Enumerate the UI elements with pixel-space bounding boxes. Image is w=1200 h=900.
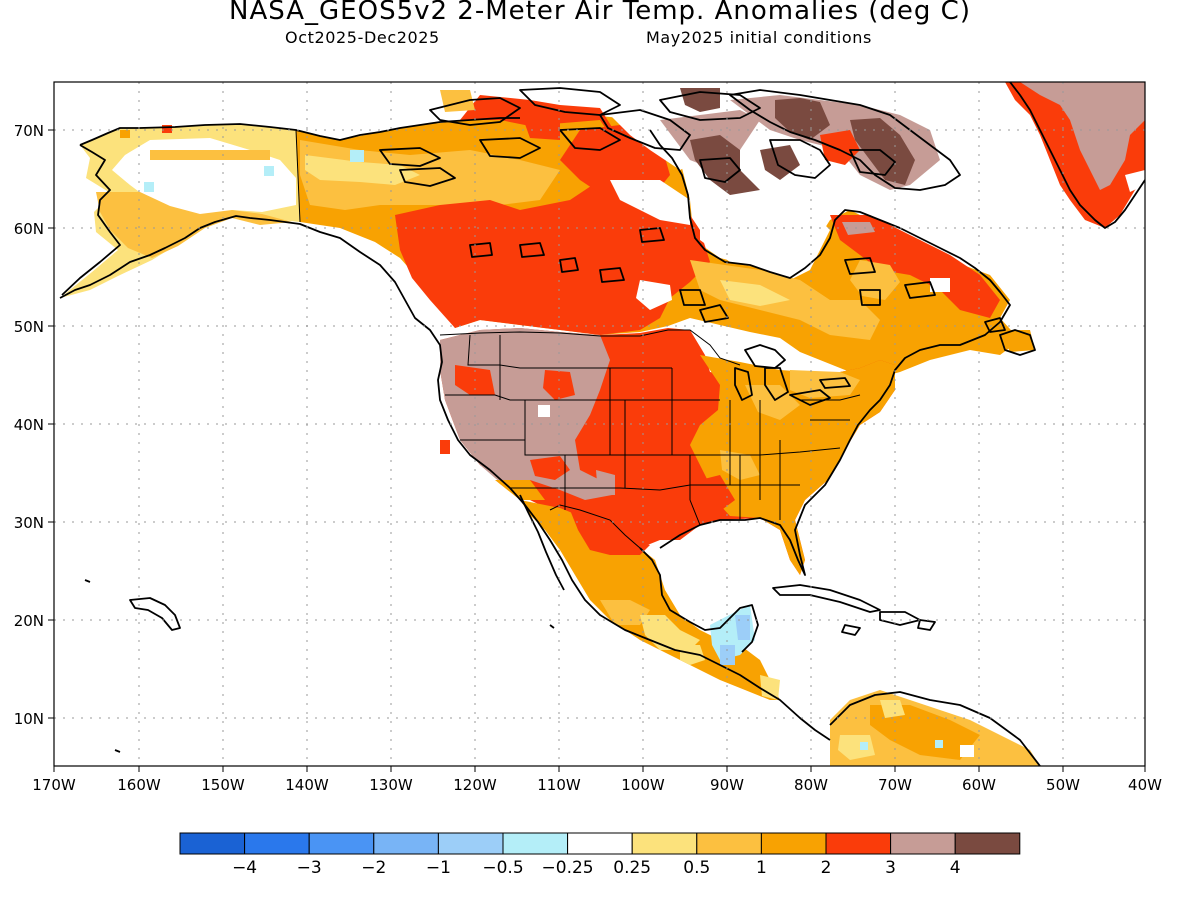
lon-label: 70W [878, 776, 912, 794]
colorbar-label: 1 [756, 858, 767, 878]
colorbar-label: −4 [232, 858, 257, 878]
coastlines [59, 82, 1145, 766]
lon-label: 60W [962, 776, 996, 794]
lon-label: 110W [537, 776, 581, 794]
map-area [54, 82, 1145, 766]
initial-conditions: May2025 initial conditions [646, 28, 872, 47]
colorbar-label: 2 [821, 858, 832, 878]
lat-label: 30N [14, 514, 44, 532]
lat-label: 50N [14, 318, 44, 336]
forecast-period: Oct2025-Dec2025 [285, 28, 440, 47]
ticks [48, 129, 1146, 772]
lon-label: 160W [117, 776, 161, 794]
lon-label: 50W [1046, 776, 1080, 794]
lon-label: 80W [794, 776, 828, 794]
colorbar-swatch [890, 832, 956, 855]
colorbar-swatch [179, 832, 246, 855]
political-borders [295, 129, 861, 549]
colorbar-label: −1 [426, 858, 451, 878]
colorbar-swatch [244, 832, 310, 855]
lon-label: 40W [1128, 776, 1162, 794]
colorbar-swatch [567, 832, 633, 855]
map-title: NASA_GEOS5v2 2-Meter Air Temp. Anomalies… [229, 0, 971, 26]
colorbar-label: 0.5 [683, 858, 710, 878]
colorbar-label: 0.25 [613, 858, 651, 878]
colorbar-swatch [437, 832, 504, 855]
colorbar: −4 −3 −2 −1 −0.5 −0.25 0.25 0.5 1 2 3 4 [179, 832, 1021, 878]
colorbar-swatch [760, 832, 827, 855]
colorbar-swatch [502, 832, 569, 855]
colorbar-swatch [696, 832, 762, 855]
lat-label: 40N [14, 416, 44, 434]
lat-label: 60N [14, 220, 44, 238]
alaska-anomalies [60, 124, 300, 298]
colorbar-swatch [308, 832, 375, 855]
longitude-labels: 170W 160W 150W 140W 130W 120W 110W 100W … [32, 776, 1162, 794]
south-america-anomalies [830, 690, 1040, 766]
lon-label: 130W [369, 776, 413, 794]
colorbar-swatch [954, 832, 1021, 855]
lon-label: 150W [201, 776, 245, 794]
lat-label: 10N [14, 710, 44, 728]
arctic-anomalies [680, 88, 940, 195]
colorbar-label: −0.25 [542, 858, 594, 878]
colorbar-swatch [631, 832, 698, 855]
latitude-labels: 70N 60N 50N 40N 30N 20N 10N [14, 122, 44, 728]
lat-label: 70N [14, 122, 44, 140]
colorbar-label: −2 [361, 858, 386, 878]
colorbar-swatch [825, 832, 892, 855]
colorbar-label: −3 [297, 858, 322, 878]
lon-label: 120W [453, 776, 497, 794]
colorbar-label: −0.5 [482, 858, 523, 878]
colorbar-label: 4 [950, 858, 961, 878]
lon-label: 90W [710, 776, 744, 794]
lon-label: 170W [32, 776, 76, 794]
lon-label: 100W [621, 776, 665, 794]
greenland-anomalies [1005, 82, 1145, 228]
graticule [54, 82, 1145, 766]
colorbar-label: 3 [885, 858, 896, 878]
colorbar-swatch [373, 832, 439, 855]
lat-label: 20N [14, 612, 44, 630]
lon-label: 140W [285, 776, 329, 794]
